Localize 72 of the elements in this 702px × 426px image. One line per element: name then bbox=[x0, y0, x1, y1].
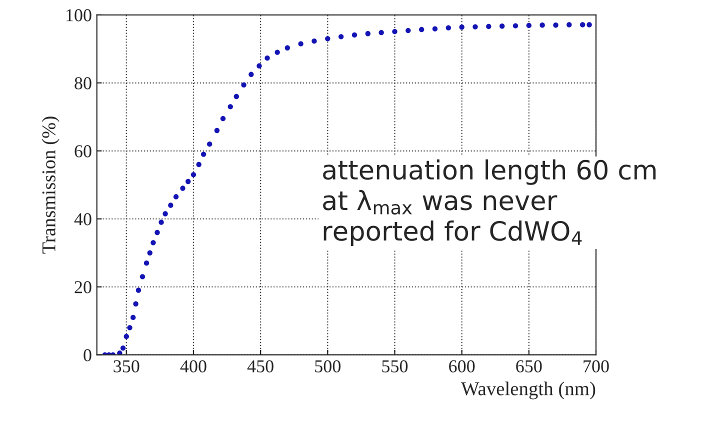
point bbox=[190, 172, 196, 178]
y-tick-label: 20 bbox=[74, 281, 92, 294]
point bbox=[432, 26, 438, 32]
point bbox=[158, 220, 164, 225]
point bbox=[200, 152, 206, 157]
y-tick-label: 80 bbox=[74, 77, 92, 90]
point bbox=[580, 22, 586, 28]
point bbox=[127, 325, 132, 330]
point bbox=[120, 345, 126, 351]
point bbox=[378, 30, 384, 36]
point bbox=[406, 28, 411, 34]
point bbox=[248, 72, 254, 77]
point bbox=[186, 178, 191, 184]
point bbox=[566, 22, 572, 28]
point bbox=[136, 288, 142, 293]
x-tick-label: 500 bbox=[315, 360, 341, 372]
point bbox=[154, 230, 160, 236]
point bbox=[256, 63, 262, 68]
point bbox=[214, 128, 220, 134]
y-tick-label: 60 bbox=[74, 145, 92, 158]
point bbox=[196, 162, 202, 168]
point bbox=[284, 45, 290, 50]
x-axis-title: Wavelength (nm) bbox=[460, 382, 596, 400]
point bbox=[147, 250, 152, 256]
x-tick-label: 350 bbox=[114, 360, 140, 372]
x-tick-label: 450 bbox=[247, 360, 274, 372]
point bbox=[117, 350, 122, 355]
x-tick-label: 400 bbox=[180, 360, 206, 372]
point bbox=[446, 25, 452, 30]
x-tick-label: 650 bbox=[516, 360, 542, 372]
point bbox=[352, 32, 358, 38]
point bbox=[512, 23, 518, 28]
point bbox=[392, 28, 398, 34]
point bbox=[526, 22, 532, 28]
point bbox=[234, 94, 240, 100]
point bbox=[228, 104, 233, 110]
point bbox=[180, 186, 186, 191]
point bbox=[168, 202, 174, 208]
point bbox=[540, 22, 545, 28]
y-tick-label: 0 bbox=[84, 349, 92, 362]
point bbox=[144, 260, 150, 266]
point bbox=[459, 24, 464, 30]
annotation: attenuation length 60 cm at λ$_{max}$ was never reported for CdWO$_{4}$ bbox=[323, 159, 656, 246]
point bbox=[365, 31, 371, 36]
point bbox=[206, 141, 212, 147]
point bbox=[586, 22, 592, 28]
point bbox=[173, 194, 179, 200]
point bbox=[150, 240, 156, 246]
point bbox=[274, 50, 280, 55]
point bbox=[418, 26, 424, 32]
y-axis-title: Transmission (%) bbox=[42, 116, 60, 254]
point bbox=[241, 82, 246, 88]
x-tick-label: 700 bbox=[584, 360, 609, 372]
point bbox=[325, 36, 330, 42]
point bbox=[133, 301, 138, 306]
x-tick-label: 550 bbox=[382, 360, 408, 372]
point bbox=[338, 34, 344, 40]
point bbox=[130, 314, 136, 320]
point bbox=[553, 22, 558, 28]
point bbox=[124, 334, 129, 340]
point bbox=[220, 116, 226, 122]
y-tick-label: 40 bbox=[74, 213, 92, 226]
point bbox=[162, 211, 168, 216]
point bbox=[140, 274, 146, 280]
y-tick-label: 100 bbox=[66, 9, 92, 22]
point bbox=[264, 55, 270, 61]
point bbox=[472, 24, 478, 30]
point bbox=[312, 38, 317, 44]
point bbox=[486, 24, 492, 30]
point bbox=[298, 41, 304, 46]
x-tick-label: 600 bbox=[449, 360, 475, 372]
point bbox=[499, 24, 505, 29]
